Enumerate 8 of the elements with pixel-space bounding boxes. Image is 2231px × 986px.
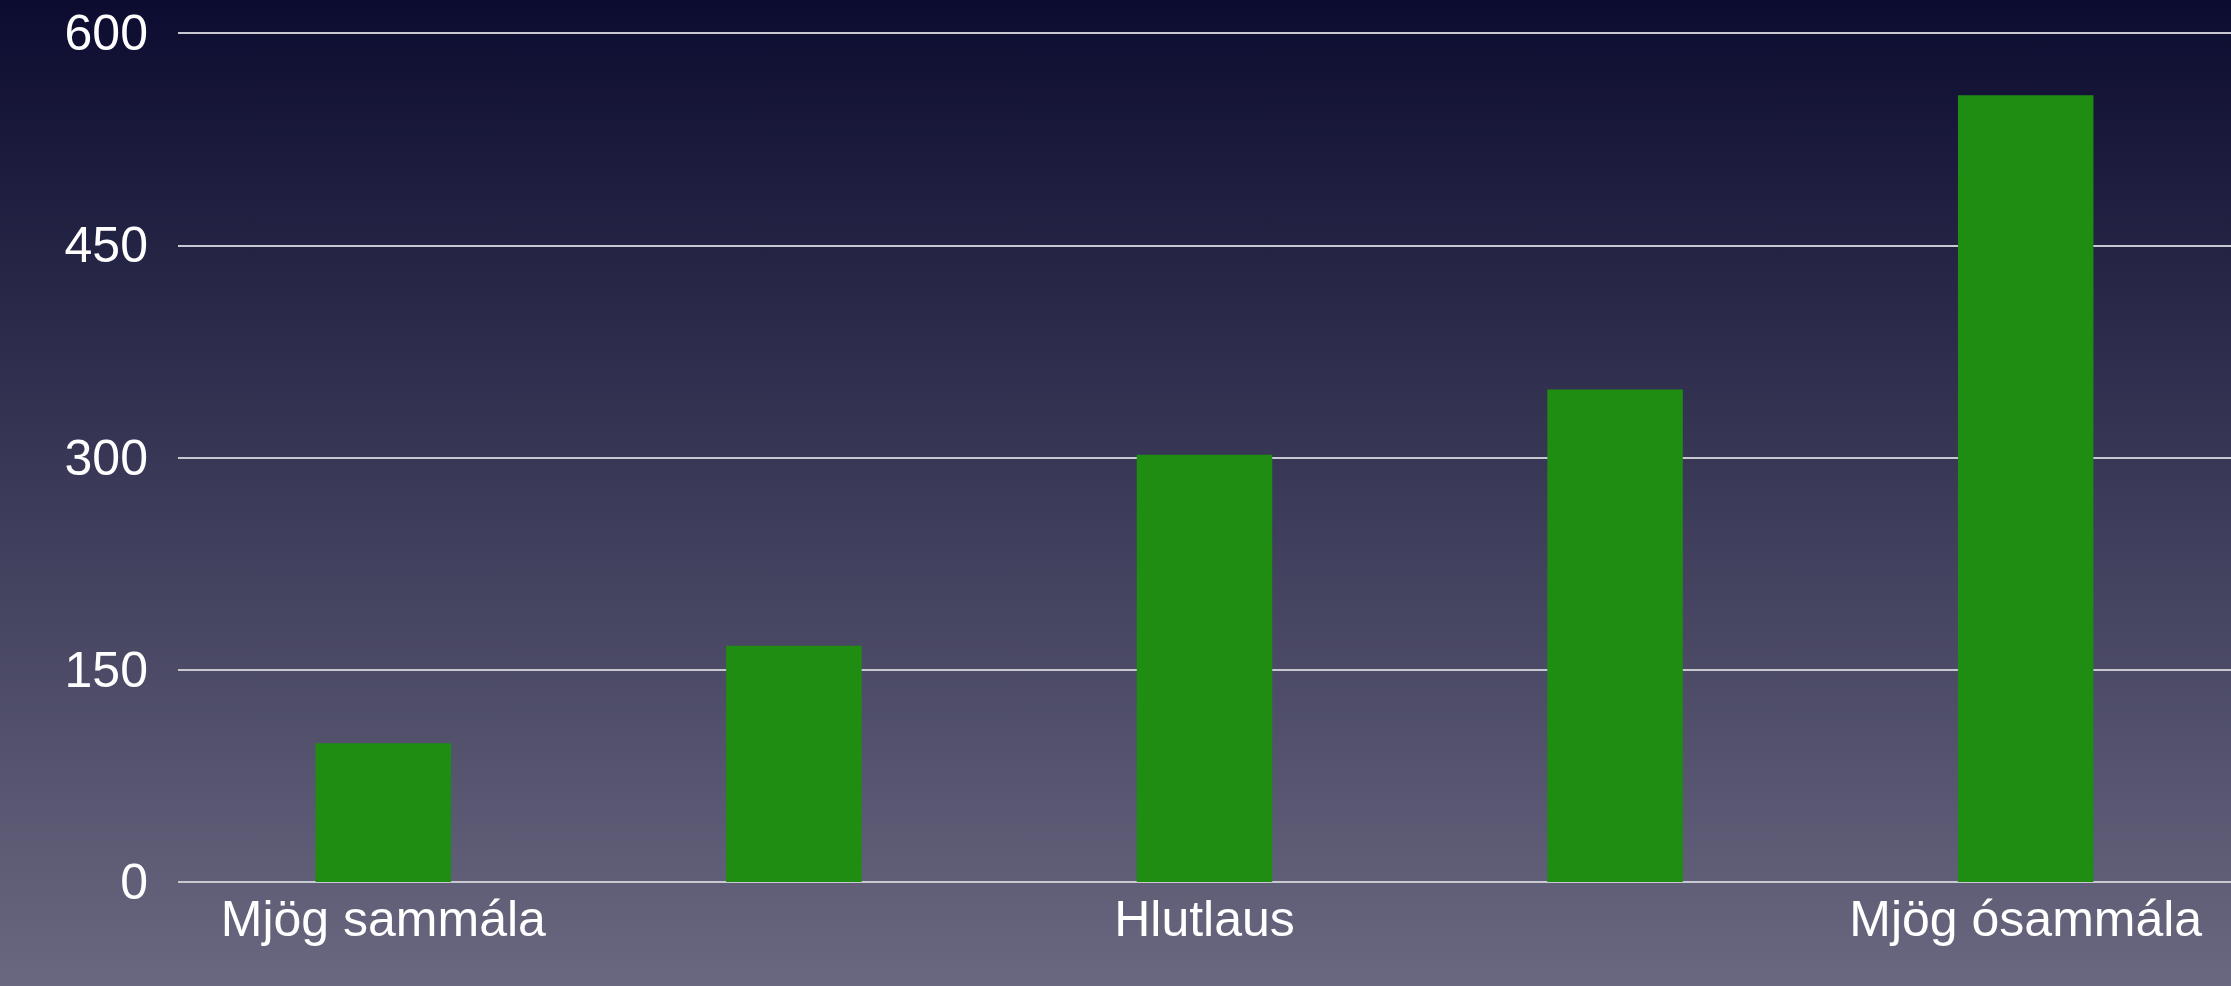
x-tick-label: Hlutlaus bbox=[1114, 891, 1295, 947]
y-tick-label: 450 bbox=[64, 217, 148, 274]
x-tick-label: Mjög sammála bbox=[220, 891, 547, 947]
x-tick-label: Mjög ósammála bbox=[1849, 891, 2203, 947]
y-tick-label: 600 bbox=[64, 5, 148, 61]
y-tick-label: 0 bbox=[120, 854, 148, 910]
y-tick-label: 300 bbox=[64, 429, 148, 486]
y-tick-label: 150 bbox=[64, 641, 148, 698]
